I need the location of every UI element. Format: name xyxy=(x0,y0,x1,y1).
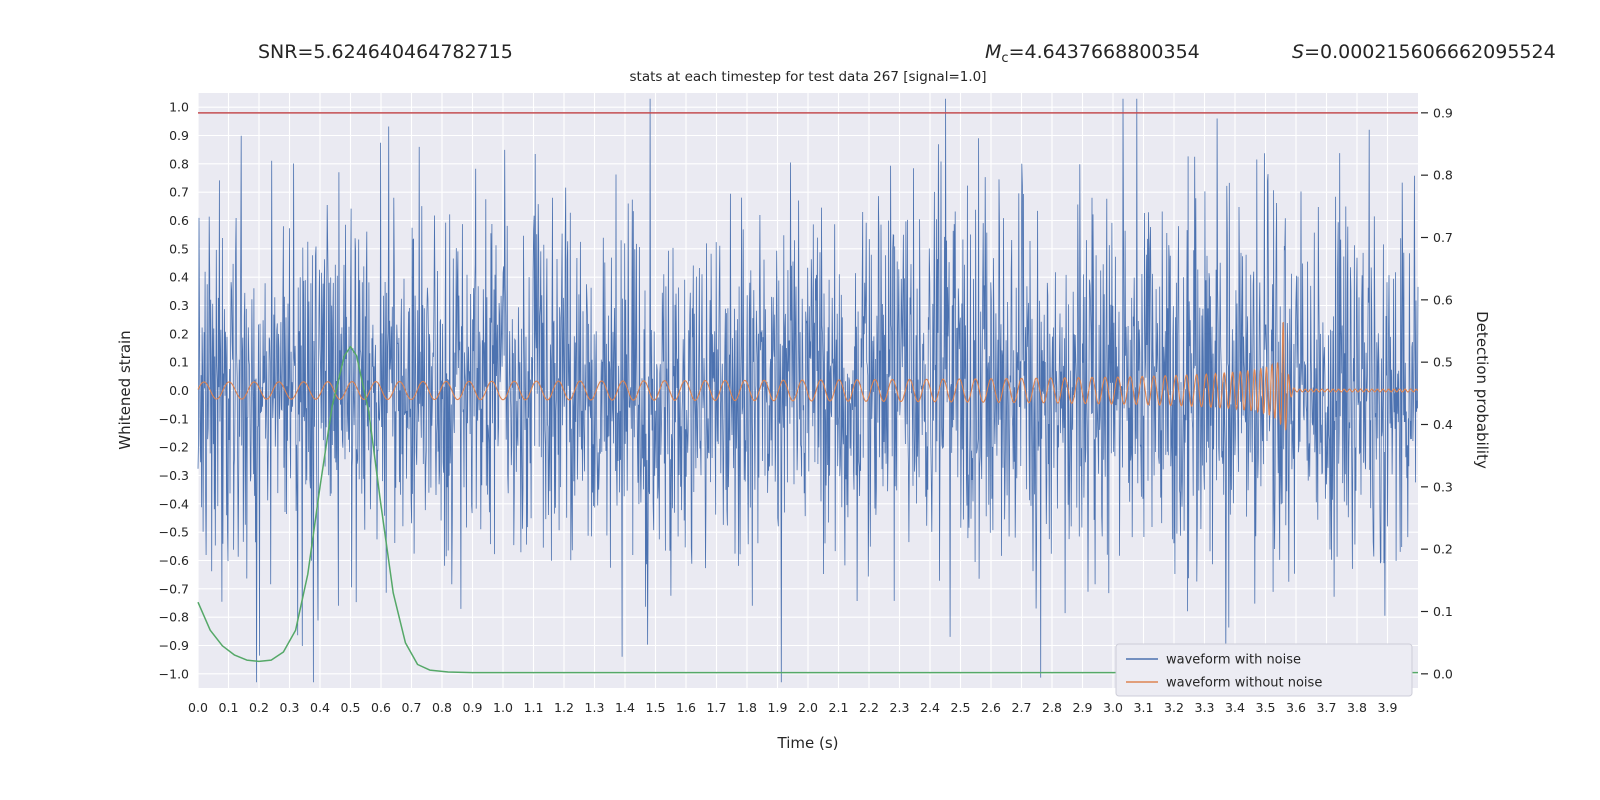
s-value: =0.000215606662095524 xyxy=(1304,41,1556,63)
y-tick-label-left: 0.2 xyxy=(169,326,189,341)
y-tick-label-left: 0.9 xyxy=(169,128,189,143)
y-tick-label-right: 0.3 xyxy=(1433,479,1453,494)
y-axis-label-left: Whitened strain xyxy=(116,330,134,449)
x-tick-label: 0.4 xyxy=(310,700,330,715)
x-tick-label: 2.7 xyxy=(1012,700,1032,715)
y-tick-label-right: 0.8 xyxy=(1433,168,1453,183)
y-tick-label-right: 0.4 xyxy=(1433,417,1453,432)
x-tick-label: 3.5 xyxy=(1256,700,1276,715)
x-tick-label: 1.8 xyxy=(737,700,757,715)
y-tick-label-right: 0.7 xyxy=(1433,230,1453,245)
legend-box xyxy=(1115,643,1413,697)
axis-ticks: 1.0 0.9 0.8 0.7 0.6 0.5 0.4 0.3 0.2 0.1 0.0 −0.1 −0.… xyxy=(159,100,1453,715)
x-tick-label: 0.9 xyxy=(463,700,483,715)
x-tick-label: 2.0 xyxy=(798,700,818,715)
annotation-chirp-mass: Mc=4.6437668800354 xyxy=(985,41,1200,66)
x-tick-label: 3.1 xyxy=(1134,700,1154,715)
legend-label: waveform with noise xyxy=(1166,653,1301,668)
annotation-s: S=0.000215606662095524 xyxy=(1292,41,1556,63)
series-waveform-without-noise xyxy=(197,321,1419,431)
y-tick-label-left: −0.1 xyxy=(159,411,189,426)
y-tick-label-right: 0.6 xyxy=(1433,292,1453,307)
y-tick-label-left: 0.5 xyxy=(169,241,189,256)
x-tick-label: 2.3 xyxy=(890,700,910,715)
x-tick-label: 0.3 xyxy=(280,700,300,715)
x-tick-label: 1.1 xyxy=(524,700,544,715)
x-tick-label: 1.9 xyxy=(768,700,788,715)
y-tick-label-left: 0.1 xyxy=(169,355,189,370)
x-tick-label: 2.6 xyxy=(981,700,1001,715)
y-tick-label-left: −0.4 xyxy=(159,496,189,511)
x-tick-label: 3.3 xyxy=(1195,700,1215,715)
x-tick-label: 3.2 xyxy=(1164,700,1184,715)
x-tick-label: 3.0 xyxy=(1103,700,1123,715)
y-tick-label-left: 0.7 xyxy=(169,185,189,200)
mc-symbol: M xyxy=(985,41,1001,63)
chart-title: stats at each timestep for test data 267… xyxy=(630,69,987,85)
s-symbol: S xyxy=(1292,41,1304,63)
y-tick-label-left: −0.2 xyxy=(159,440,189,455)
x-tick-label: 0.5 xyxy=(341,700,361,715)
x-tick-label: 0.2 xyxy=(249,700,269,715)
series-lines xyxy=(197,98,1419,683)
legend: waveform with noise waveform without nois… xyxy=(1115,643,1413,697)
mc-value: =4.6437668800354 xyxy=(1009,41,1200,63)
x-tick-label: 0.7 xyxy=(402,700,422,715)
mc-subscript: c xyxy=(1001,51,1008,66)
y-tick-label-left: −0.3 xyxy=(159,468,189,483)
x-tick-label: 2.1 xyxy=(829,700,849,715)
x-tick-label: 1.2 xyxy=(554,700,574,715)
x-tick-label: 1.7 xyxy=(707,700,727,715)
series-detection-probability xyxy=(197,345,1418,674)
y-tick-label-left: −1.0 xyxy=(159,666,189,681)
y-tick-label-left: 0.6 xyxy=(169,213,189,228)
x-tick-label: 0.8 xyxy=(432,700,452,715)
x-tick-label: 2.5 xyxy=(951,700,971,715)
y-tick-label-right: 0.0 xyxy=(1433,666,1453,681)
x-tick-label: 0.6 xyxy=(371,700,391,715)
x-tick-label: 0.1 xyxy=(219,700,239,715)
x-tick-label: 3.9 xyxy=(1378,700,1398,715)
legend-label: waveform without noise xyxy=(1166,676,1322,691)
y-tick-label-right: 0.2 xyxy=(1433,542,1453,557)
y-tick-label-left: 0.4 xyxy=(169,270,189,285)
x-tick-label: 1.5 xyxy=(646,700,666,715)
y-tick-label-right: 0.1 xyxy=(1433,604,1453,619)
x-tick-label: 3.6 xyxy=(1286,700,1306,715)
y-tick-label-left: 0.3 xyxy=(169,298,189,313)
x-tick-label: 1.6 xyxy=(676,700,696,715)
y-tick-label-left: −0.8 xyxy=(159,610,189,625)
x-tick-label: 1.4 xyxy=(615,700,635,715)
x-tick-label: 2.8 xyxy=(1042,700,1062,715)
y-tick-label-left: −0.6 xyxy=(159,553,189,568)
y-tick-label-right: 0.5 xyxy=(1433,355,1453,370)
y-tick-label-left: −0.9 xyxy=(159,638,189,653)
x-tick-label: 3.8 xyxy=(1347,700,1367,715)
y-tick-label-left: 1.0 xyxy=(169,100,189,115)
y-tick-label-right: 0.9 xyxy=(1433,105,1453,120)
y-tick-label-left: 0.0 xyxy=(169,383,189,398)
x-tick-label: 3.4 xyxy=(1225,700,1245,715)
x-tick-label: 2.2 xyxy=(859,700,879,715)
y-axis-label-right: Detection probability xyxy=(1473,311,1491,469)
x-tick-label: 1.0 xyxy=(493,700,513,715)
y-tick-label-left: 0.8 xyxy=(169,156,189,171)
x-axis-label: Time (s) xyxy=(777,734,839,752)
x-tick-label: 2.9 xyxy=(1073,700,1093,715)
x-tick-label: 0.0 xyxy=(188,700,208,715)
annotation-snr: SNR=5.624640464782715 xyxy=(258,41,513,63)
x-tick-label: 2.4 xyxy=(920,700,940,715)
y-tick-label-left: −0.7 xyxy=(159,581,189,596)
x-tick-label: 1.3 xyxy=(585,700,605,715)
x-tick-label: 3.7 xyxy=(1317,700,1337,715)
y-tick-label-left: −0.5 xyxy=(159,525,189,540)
